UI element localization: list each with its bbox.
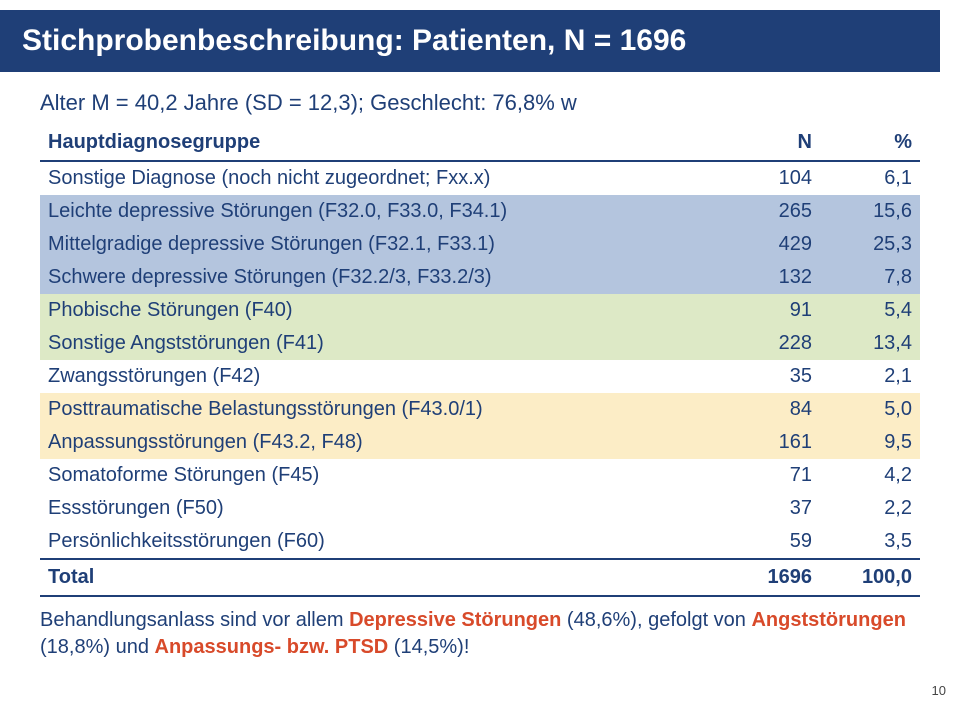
row-pct: 13,4 [820, 327, 920, 360]
row-label: Phobische Störungen (F40) [40, 294, 720, 327]
row-label: Mittelgradige depressive Störungen (F32.… [40, 228, 720, 261]
row-label: Schwere depressive Störungen (F32.2/3, F… [40, 261, 720, 294]
row-label: Somatoforme Störungen (F45) [40, 459, 720, 492]
summary-highlight-1: Depressive Störungen [349, 609, 561, 631]
total-pct: 100,0 [820, 559, 920, 596]
table-row: Persönlichkeitsstörungen (F60)593,5 [40, 525, 920, 559]
row-pct: 5,0 [820, 393, 920, 426]
total-label: Total [40, 559, 720, 596]
row-n: 91 [720, 294, 820, 327]
table-row: Anpassungsstörungen (F43.2, F48)1619,5 [40, 426, 920, 459]
row-label: Posttraumatische Belastungsstörungen (F4… [40, 393, 720, 426]
page-title: Stichprobenbeschreibung: Patienten, N = … [0, 10, 940, 72]
table-total-row: Total 1696 100,0 [40, 559, 920, 596]
row-n: 161 [720, 426, 820, 459]
table-row: Phobische Störungen (F40)915,4 [40, 294, 920, 327]
row-label: Leichte depressive Störungen (F32.0, F33… [40, 195, 720, 228]
row-pct: 6,1 [820, 161, 920, 195]
row-pct: 5,4 [820, 294, 920, 327]
row-n: 104 [720, 161, 820, 195]
row-n: 228 [720, 327, 820, 360]
summary-highlight-2: Angststörungen [751, 609, 905, 631]
row-label: Sonstige Angststörungen (F41) [40, 327, 720, 360]
summary-part-1: Behandlungsanlass sind vor allem [40, 609, 349, 631]
table-row: Mittelgradige depressive Störungen (F32.… [40, 228, 920, 261]
table-row: Zwangsstörungen (F42)352,1 [40, 360, 920, 393]
row-label: Zwangsstörungen (F42) [40, 360, 720, 393]
row-label: Essstörungen (F50) [40, 492, 720, 525]
row-pct: 15,6 [820, 195, 920, 228]
row-pct: 25,3 [820, 228, 920, 261]
table-header-row: Hauptdiagnosegruppe N % [40, 126, 920, 161]
summary-part-4: (14,5%)! [388, 636, 469, 658]
summary-highlight-3: Anpassungs- bzw. PTSD [155, 636, 389, 658]
row-n: 84 [720, 393, 820, 426]
row-label: Sonstige Diagnose (noch nicht zugeordnet… [40, 161, 720, 195]
row-pct: 7,8 [820, 261, 920, 294]
summary-part-2: (48,6%), gefolgt von [561, 609, 751, 631]
col-header-n: N [720, 126, 820, 161]
table-row: Posttraumatische Belastungsstörungen (F4… [40, 393, 920, 426]
row-pct: 3,5 [820, 525, 920, 559]
table-row: Sonstige Diagnose (noch nicht zugeordnet… [40, 161, 920, 195]
total-n: 1696 [720, 559, 820, 596]
table-row: Schwere depressive Störungen (F32.2/3, F… [40, 261, 920, 294]
col-header-pct: % [820, 126, 920, 161]
summary-text: Behandlungsanlass sind vor allem Depress… [0, 597, 960, 661]
row-n: 35 [720, 360, 820, 393]
row-n: 265 [720, 195, 820, 228]
col-header-label: Hauptdiagnosegruppe [40, 126, 720, 161]
summary-part-3: (18,8%) und [40, 636, 155, 658]
table-row: Leichte depressive Störungen (F32.0, F33… [40, 195, 920, 228]
row-label: Persönlichkeitsstörungen (F60) [40, 525, 720, 559]
row-label: Anpassungsstörungen (F43.2, F48) [40, 426, 720, 459]
row-pct: 2,1 [820, 360, 920, 393]
table-row: Essstörungen (F50)372,2 [40, 492, 920, 525]
row-n: 37 [720, 492, 820, 525]
row-n: 132 [720, 261, 820, 294]
row-n: 429 [720, 228, 820, 261]
row-n: 59 [720, 525, 820, 559]
row-n: 71 [720, 459, 820, 492]
diagnosis-table: Hauptdiagnosegruppe N % Sonstige Diagnos… [40, 126, 920, 597]
row-pct: 4,2 [820, 459, 920, 492]
table-row: Somatoforme Störungen (F45)714,2 [40, 459, 920, 492]
row-pct: 2,2 [820, 492, 920, 525]
subtitle: Alter M = 40,2 Jahre (SD = 12,3); Geschl… [0, 72, 960, 126]
table-row: Sonstige Angststörungen (F41)22813,4 [40, 327, 920, 360]
row-pct: 9,5 [820, 426, 920, 459]
